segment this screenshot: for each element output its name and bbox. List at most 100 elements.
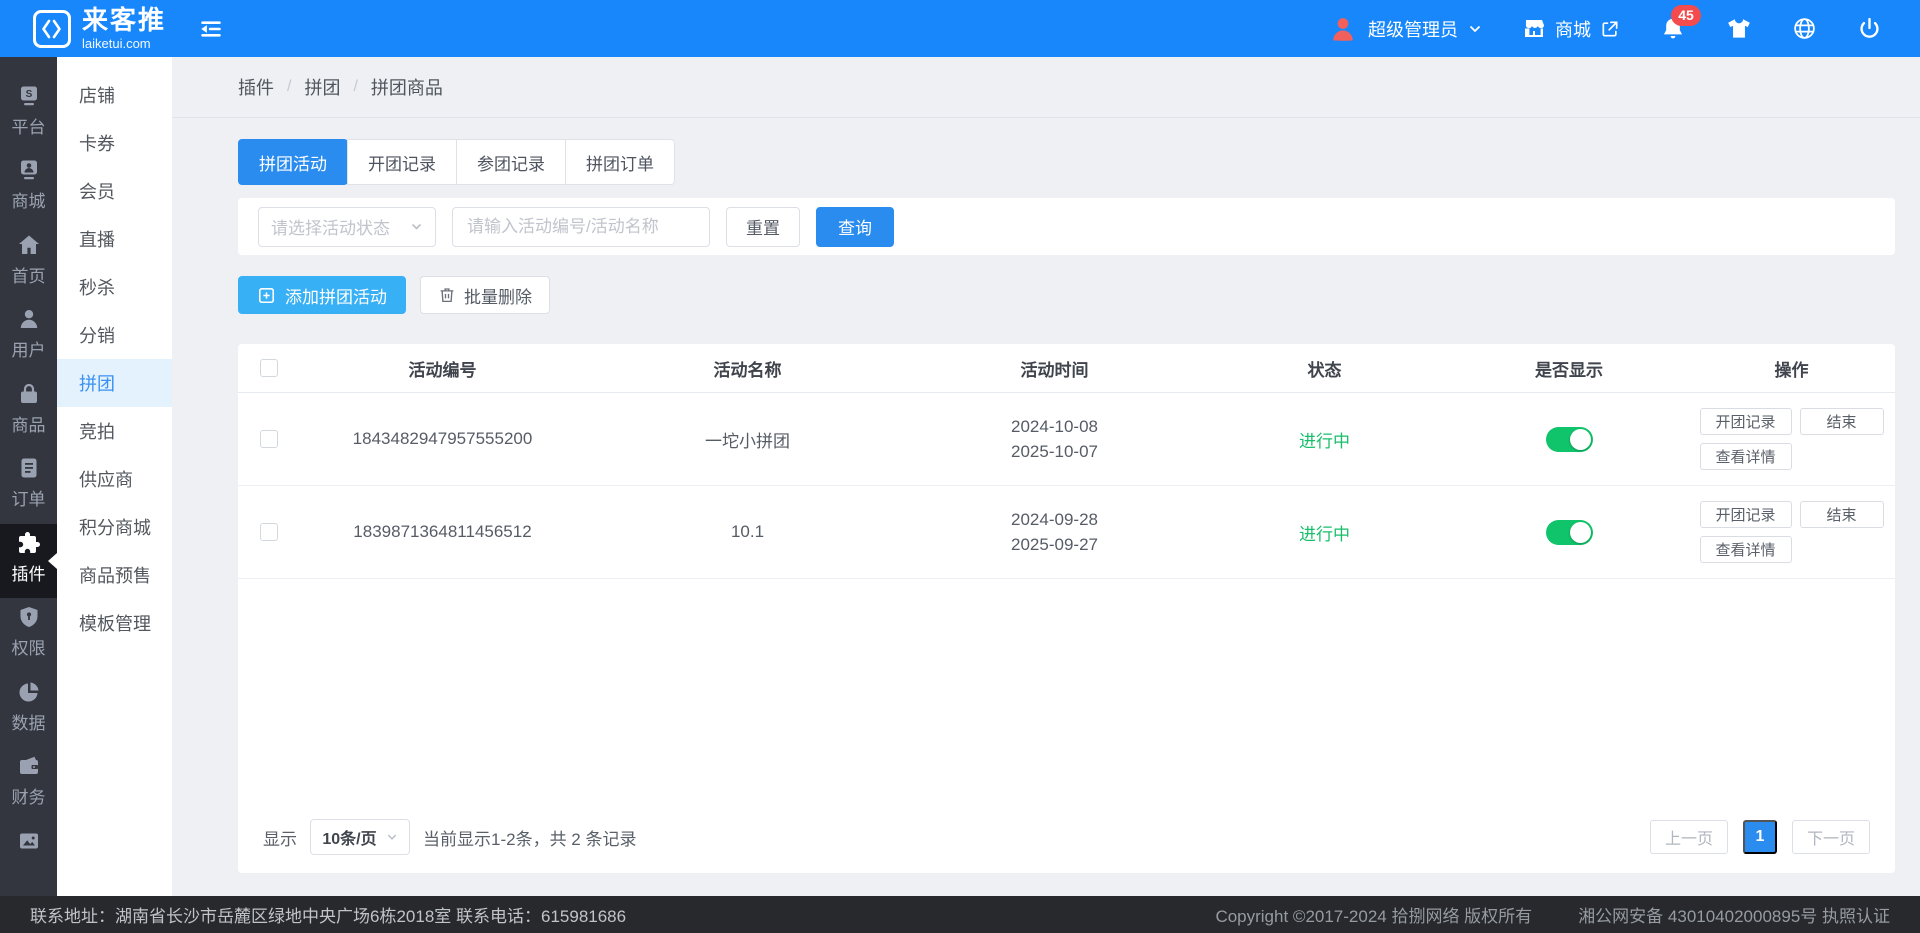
pagination-summary: 当前显示1-2条，共 2 条记录 <box>423 829 637 849</box>
submenu-item-coupon[interactable]: 卡券 <box>57 119 172 167</box>
row-checkbox[interactable] <box>260 523 278 541</box>
submenu-item-presale[interactable]: 商品预售 <box>57 551 172 599</box>
submenu-label: 秒杀 <box>79 278 115 298</box>
breadcrumb-separator: / <box>287 78 292 95</box>
activity-table: 活动编号 活动名称 活动时间 状态 是否显示 操作 18434829479575… <box>238 344 1895 873</box>
time-start: 2024-09-28 <box>1011 510 1098 529</box>
home-icon <box>18 235 39 254</box>
sidebar-item-label: 首页 <box>11 266 46 286</box>
submenu-item-supplier[interactable]: 供应商 <box>57 455 172 503</box>
next-page-button[interactable]: 下一页 <box>1792 820 1870 854</box>
breadcrumb-item[interactable]: 拼团 <box>304 78 341 98</box>
status-select[interactable]: 请选择活动状态 <box>258 206 436 247</box>
submenu-item-shop[interactable]: 店铺 <box>57 71 172 119</box>
submenu-label: 竞拍 <box>79 422 115 442</box>
page-size-select[interactable]: 10条/页 <box>310 819 410 855</box>
sidebar-item-finance[interactable]: 财务 <box>0 747 57 821</box>
batch-delete-label: 批量删除 <box>464 287 532 307</box>
visibility-toggle[interactable] <box>1545 519 1593 545</box>
sidebar-item-order[interactable]: 订单 <box>0 449 57 523</box>
add-activity-button[interactable]: 添加拼团活动 <box>238 276 406 314</box>
notifications-button[interactable]: 45 <box>1660 4 1701 42</box>
avatar-icon <box>1333 17 1353 41</box>
store-decoration-button[interactable] <box>1726 16 1752 42</box>
sidebar-item-label: 权限 <box>11 639 46 659</box>
brand: 来客推 laiketui.com <box>0 7 166 51</box>
language-button[interactable] <box>1792 16 1817 41</box>
trash-icon <box>440 288 454 303</box>
open-record-button[interactable]: 开团记录 <box>1699 501 1792 528</box>
sidebar-item-platform[interactable]: S 平台 <box>0 77 57 151</box>
submenu-item-distribution[interactable]: 分销 <box>57 311 172 359</box>
select-all-checkbox[interactable] <box>260 359 278 377</box>
submenu-item-live[interactable]: 直播 <box>57 215 172 263</box>
mall-label: 商城 <box>1555 19 1591 40</box>
open-record-button[interactable]: 开团记录 <box>1699 408 1792 435</box>
mall-link[interactable]: 商城 <box>1522 16 1620 42</box>
menu-fold-icon[interactable] <box>198 16 224 42</box>
submenu-item-template[interactable]: 模板管理 <box>57 599 172 647</box>
search-input[interactable] <box>452 206 710 247</box>
footer-copyright: Copyright ©2017-2024 拾捌网络 版权所有 <box>1215 907 1533 926</box>
batch-delete-button[interactable]: 批量删除 <box>420 276 550 314</box>
actions-row: 添加拼团活动 批量删除 <box>238 276 1895 314</box>
tab-open-record[interactable]: 开团记录 <box>347 139 457 185</box>
notification-badge: 45 <box>1671 4 1701 26</box>
pager: 上一页 1 下一页 <box>1650 820 1870 854</box>
reset-button[interactable]: 重置 <box>726 206 800 247</box>
breadcrumb-item[interactable]: 插件 <box>238 78 274 98</box>
submenu-label: 分销 <box>79 326 115 346</box>
row-actions: 开团记录 结束 查看详情 <box>1699 408 1884 470</box>
sidebar-item-plugin[interactable]: 插件 <box>0 523 57 599</box>
breadcrumb-separator: / <box>353 78 358 95</box>
submenu-item-points-mall[interactable]: 积分商城 <box>57 503 172 551</box>
sidebar-item-home[interactable]: 首页 <box>0 226 57 300</box>
column-header: 是否显示 <box>1535 360 1603 380</box>
search-button[interactable]: 查询 <box>816 206 894 247</box>
tab-group-order[interactable]: 拼团订单 <box>565 139 675 185</box>
add-activity-label: 添加拼团活动 <box>285 287 387 307</box>
sidebar-item-label: 数据 <box>11 713 46 733</box>
sidebar-item-user[interactable]: 用户 <box>0 300 57 374</box>
time-start: 2024-10-08 <box>1011 417 1098 436</box>
user-icon <box>20 310 37 329</box>
visibility-toggle[interactable] <box>1545 426 1593 452</box>
activity-time: 2024-10-08 2025-10-07 <box>1011 414 1098 464</box>
view-detail-button[interactable]: 查看详情 <box>1699 536 1792 563</box>
sidebar-item-media[interactable] <box>0 822 57 896</box>
tab-group-activity[interactable]: 拼团活动 <box>238 139 348 185</box>
order-clipboard-icon <box>21 458 36 478</box>
shell: S 平台 商城 首页 用户 商品 订单 <box>0 57 1920 896</box>
tab-join-record[interactable]: 参团记录 <box>456 139 566 185</box>
column-header: 活动时间 <box>1020 360 1089 380</box>
column-header: 活动编号 <box>408 360 477 380</box>
brand-text: 来客推 laiketui.com <box>82 7 166 51</box>
finance-wallet-icon <box>19 756 38 775</box>
sidebar-item-permission[interactable]: 权限 <box>0 598 57 672</box>
view-detail-button[interactable]: 查看详情 <box>1699 443 1792 470</box>
activity-name: 一坨小拼团 <box>705 431 790 451</box>
logout-button[interactable] <box>1857 16 1882 41</box>
current-page-button[interactable]: 1 <box>1743 820 1777 854</box>
footer-contact: 联系地址：湖南省长沙市岳麓区绿地中央广场6栋2018室 联系电话：6159816… <box>30 907 627 926</box>
end-button[interactable]: 结束 <box>1799 501 1884 528</box>
submenu-item-auction[interactable]: 竞拍 <box>57 407 172 455</box>
column-header: 活动名称 <box>713 360 782 380</box>
user-menu[interactable]: 超级管理员 <box>1328 14 1482 44</box>
submenu-label: 拼团 <box>79 374 115 394</box>
sidebar-item-data[interactable]: 数据 <box>0 673 57 747</box>
row-checkbox[interactable] <box>260 430 278 448</box>
top-header: 来客推 laiketui.com 超级管理员 商城 45 <box>0 0 1920 57</box>
submenu-item-seckill[interactable]: 秒杀 <box>57 263 172 311</box>
sidebar-item-mall[interactable]: 商城 <box>0 151 57 225</box>
submenu-item-groupbuy[interactable]: 拼团 <box>57 359 172 407</box>
prev-page-button[interactable]: 上一页 <box>1650 820 1728 854</box>
footer-icp[interactable]: 湘公网安备 43010402000895号 执照认证 <box>1578 907 1890 926</box>
tshirt-icon <box>1728 18 1750 38</box>
tab-label: 参团记录 <box>477 154 545 174</box>
end-button[interactable]: 结束 <box>1799 408 1884 435</box>
table-row: 1843482947957555200 一坨小拼团 2024-10-08 202… <box>238 393 1895 486</box>
sidebar-item-goods[interactable]: 商品 <box>0 375 57 449</box>
submenu-item-member[interactable]: 会员 <box>57 167 172 215</box>
sidebar-item-label: 插件 <box>11 564 46 584</box>
